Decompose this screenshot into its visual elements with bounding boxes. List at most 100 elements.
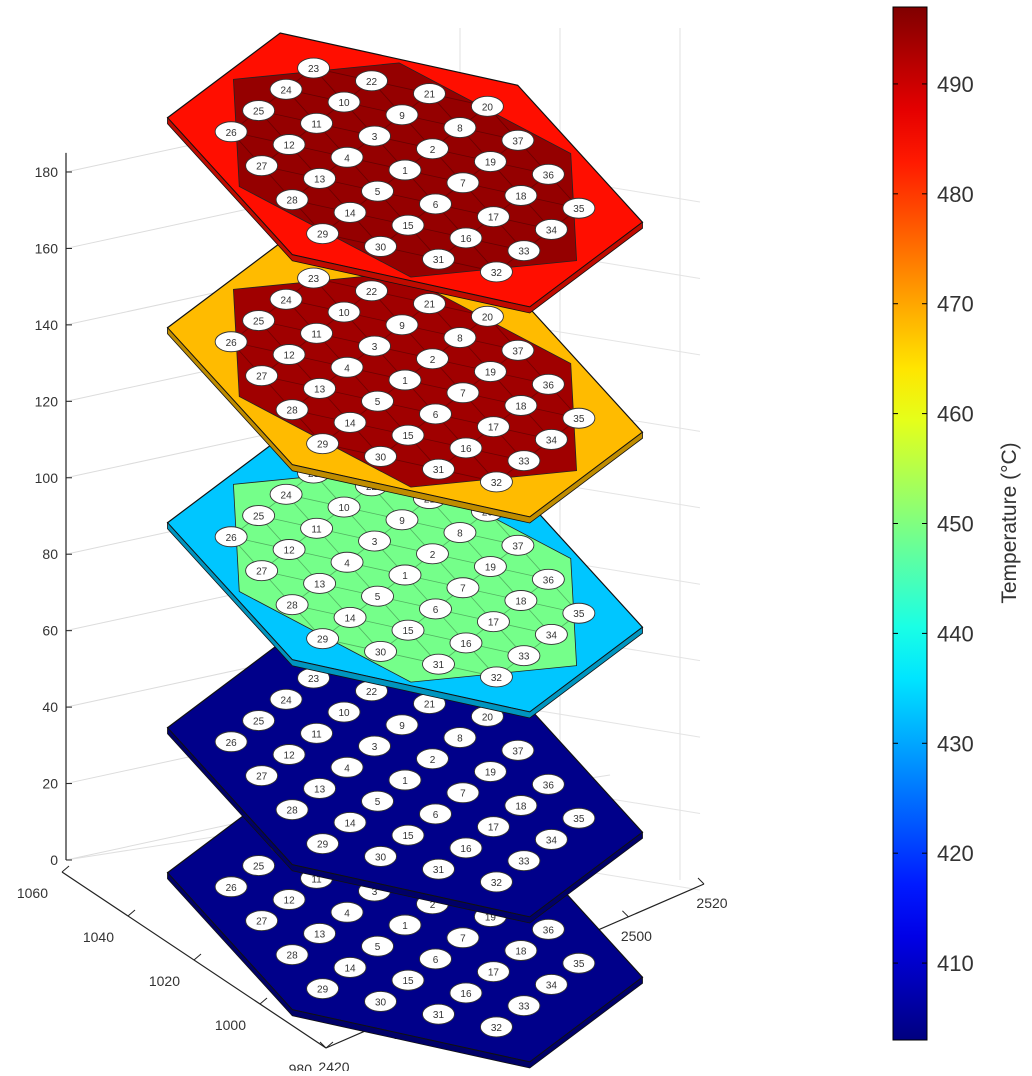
fuel-pin-label: 12 — [284, 351, 296, 362]
y-tick — [61, 865, 70, 873]
fuel-pin — [562, 197, 596, 219]
fuel-pin-label: 6 — [433, 605, 439, 616]
fuel-pin-label: 27 — [256, 567, 268, 578]
fuel-pin-label: 35 — [573, 959, 585, 970]
fuel-pin-label: 28 — [287, 806, 299, 817]
fuel-pin-label: 32 — [491, 673, 503, 684]
fuel-pin — [358, 735, 391, 757]
fuel-pin-label: 34 — [546, 980, 558, 991]
fuel-pin-label: 13 — [314, 579, 326, 590]
fuel-pin — [504, 795, 538, 816]
fuel-pin — [364, 235, 397, 257]
fuel-pin — [275, 399, 309, 421]
fuel-pin-label: 15 — [402, 431, 414, 442]
fuel-pin — [385, 714, 419, 736]
colorbar-tick-label: 430 — [937, 731, 974, 756]
fuel-pin-label: 5 — [375, 942, 381, 953]
fuel-pin-label: 26 — [226, 128, 238, 139]
fuel-pin — [306, 978, 340, 1000]
fuel-pin — [327, 91, 361, 113]
fuel-pin — [422, 858, 455, 880]
fuel-pin-label: 37 — [512, 136, 524, 147]
fuel-pin-label: 20 — [482, 712, 494, 723]
fuel-pin — [501, 339, 535, 361]
fuel-pin-label: 30 — [375, 852, 387, 863]
fuel-pin-label: 8 — [457, 334, 463, 345]
fuel-pin — [361, 390, 394, 412]
fuel-pin-label: 7 — [460, 934, 466, 945]
fuel-pin — [446, 172, 480, 194]
z-grid-line — [65, 205, 261, 249]
fuel-pin-label: 24 — [281, 85, 293, 96]
z-grid-line — [65, 817, 261, 861]
layer-edge — [167, 871, 643, 1069]
fuel-pin — [473, 361, 507, 382]
fuel-pin-label: 16 — [460, 444, 472, 455]
fuel-pin — [245, 560, 279, 582]
fuel-pin — [269, 688, 303, 710]
z-tick-label: 100 — [35, 470, 59, 486]
fuel-pin — [388, 159, 422, 181]
fuel-pin-label: 26 — [226, 883, 238, 894]
fuel-pin-label: 11 — [311, 119, 322, 130]
fuel-pin — [361, 585, 394, 607]
fuel-pin-label: 4 — [344, 363, 350, 374]
fuel-pin — [245, 910, 279, 932]
fuel-pin — [419, 948, 452, 970]
fuel-pin-label: 14 — [344, 818, 356, 829]
fuel-pin — [327, 496, 361, 518]
fuel-pin-label: 12 — [284, 546, 296, 557]
fuel-pin — [269, 288, 303, 310]
fuel-pin — [269, 78, 303, 100]
fuel-pin — [355, 280, 388, 302]
fuel-pin-label: 15 — [402, 831, 414, 842]
z-tick-label: 160 — [35, 240, 59, 256]
z-grid-line — [65, 664, 261, 708]
fuel-pin — [473, 151, 507, 172]
fuel-pin — [275, 944, 309, 966]
fuel-pin-label: 2 — [430, 755, 436, 766]
fuel-pin-label: 27 — [256, 772, 268, 783]
z-tick-label: 60 — [42, 623, 58, 639]
fuel-pin-label: 12 — [284, 141, 296, 152]
fuel-pin-label: 32 — [491, 878, 503, 889]
fuel-pin-label: 6 — [433, 955, 439, 966]
fuel-pin-label: 37 — [512, 346, 524, 357]
fuel-pin-label: 15 — [402, 626, 414, 637]
fuel-pin — [391, 824, 425, 846]
fuel-pin-label: 31 — [433, 1010, 445, 1021]
fuel-pin — [479, 261, 513, 283]
fuel-pin-label: 27 — [256, 917, 268, 928]
fuel-pin — [534, 429, 568, 450]
fuel-pin-label: 11 — [311, 874, 322, 885]
fuel-pin-label: 28 — [287, 601, 299, 612]
fuel-pin — [443, 327, 477, 348]
x-tick-label: 2500 — [621, 928, 652, 944]
fuel-pin-label: 14 — [344, 613, 356, 624]
fuel-pin-label: 37 — [512, 541, 524, 552]
fuel-pin — [504, 940, 538, 961]
fuel-pin — [306, 433, 340, 455]
fuel-pin-label: 30 — [375, 452, 387, 463]
fuel-pin-label: 27 — [256, 162, 268, 173]
fuel-pin — [476, 206, 510, 228]
y-tick-label: 1020 — [149, 973, 180, 989]
fuel-pin-label: 34 — [546, 435, 558, 446]
fuel-pin-label: 18 — [515, 801, 527, 812]
fuel-pin-label: 35 — [573, 204, 585, 215]
colorbar-tick-label: 450 — [937, 512, 974, 537]
fuel-pin-label: 26 — [226, 738, 238, 749]
fuel-pin-label: 21 — [424, 90, 436, 101]
fuel-pin — [333, 607, 367, 628]
fuel-pin-label: 4 — [344, 153, 350, 164]
fuel-pin-label: 20 — [482, 102, 494, 113]
fuel-pin-label: 31 — [433, 255, 445, 266]
fuel-pin-label: 25 — [253, 317, 265, 328]
fuel-pin — [303, 573, 337, 594]
fuel-pin — [391, 969, 425, 991]
x-tick-label: 2420 — [318, 1059, 349, 1071]
y-tick — [259, 997, 268, 1005]
fuel-pin-label: 30 — [375, 242, 387, 253]
fuel-pin-label: 16 — [460, 234, 472, 245]
fuel-pin-label: 29 — [317, 840, 329, 851]
